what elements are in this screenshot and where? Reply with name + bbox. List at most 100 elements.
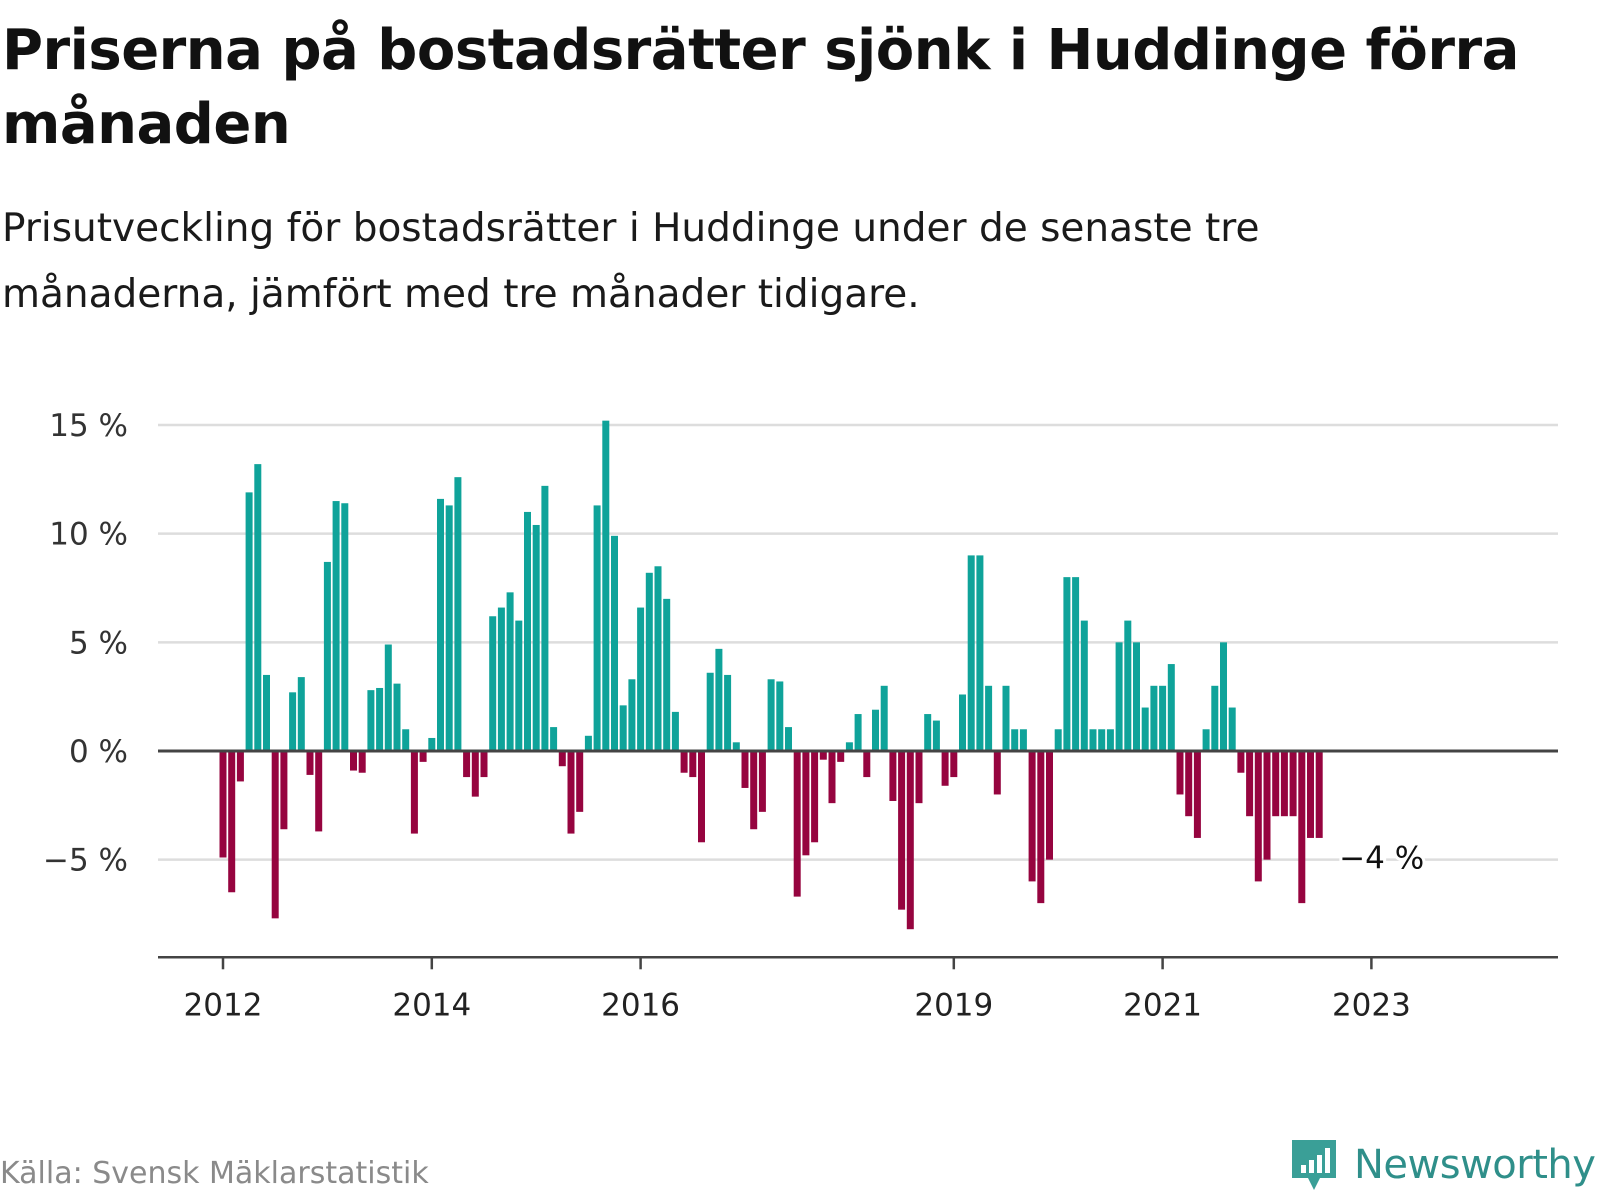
bar-chart: 15 % 10 % 5 % 0 % −5 % 2012 2014 2016 2019 2021 20… (43, 408, 1558, 1023)
bar (802, 751, 810, 856)
bar (1246, 751, 1254, 817)
bar (663, 598, 671, 751)
brand[interactable]: Newsworthy (1290, 1138, 1596, 1192)
x-tick-label: 2023 (1332, 987, 1411, 1023)
x-tick-label: 2019 (914, 987, 993, 1023)
bar (706, 672, 714, 751)
bar (715, 648, 723, 751)
newsworthy-logo-icon (1292, 1140, 1336, 1190)
bar (1124, 620, 1132, 751)
bar (1141, 707, 1149, 751)
bar (524, 511, 531, 751)
bar (323, 561, 331, 751)
bar (976, 555, 984, 751)
bar (950, 751, 958, 778)
bar (263, 674, 270, 751)
bar (637, 607, 645, 751)
bar (1089, 729, 1097, 751)
bar (306, 751, 314, 775)
bar (463, 751, 471, 778)
bar (793, 751, 801, 897)
bar (732, 742, 740, 751)
bar (1133, 642, 1140, 751)
bar (437, 498, 444, 751)
bar (1080, 620, 1088, 751)
y-tick-label: 15 % (49, 408, 128, 444)
bar (419, 751, 427, 762)
bar (767, 679, 775, 751)
bar (741, 751, 749, 788)
chart-subtitle: Prisutveckling för bostadsrätter i Huddi… (2, 206, 1260, 317)
bar (993, 751, 1001, 795)
bar (402, 729, 410, 751)
bar (1046, 751, 1053, 860)
bar (315, 751, 323, 832)
bar (489, 616, 497, 751)
brand-name: Newsworthy (1354, 1142, 1596, 1188)
bar (567, 751, 575, 834)
bar (915, 751, 923, 804)
bar (219, 751, 227, 858)
bar (480, 751, 488, 778)
bar (837, 751, 845, 762)
bar (1072, 577, 1080, 751)
last-value-label: −4 % (1339, 840, 1424, 876)
bar (898, 751, 906, 910)
bar (758, 751, 766, 812)
bar (959, 694, 966, 751)
bar (724, 674, 732, 751)
bar (384, 644, 392, 751)
bar (1307, 751, 1314, 838)
bar (367, 690, 375, 751)
bar (1280, 751, 1288, 817)
bar (576, 751, 584, 812)
x-tick-label: 2016 (601, 987, 680, 1023)
bar (1167, 664, 1175, 751)
bar (845, 742, 853, 751)
bar (280, 751, 288, 830)
bar (1159, 685, 1167, 751)
bar (358, 751, 366, 773)
bar (619, 705, 627, 751)
bar (289, 692, 297, 751)
bar (776, 681, 784, 751)
bar (654, 566, 662, 751)
bar (1063, 577, 1071, 751)
bar (471, 751, 479, 797)
bar (1220, 642, 1227, 751)
bar (1098, 729, 1106, 751)
bar (1150, 685, 1158, 751)
bar (332, 501, 340, 751)
bar (245, 492, 253, 751)
x-tick-label: 2021 (1123, 987, 1202, 1023)
bar (628, 679, 636, 751)
y-tick-label: 10 % (49, 517, 128, 553)
bar (1315, 751, 1323, 838)
bar (1176, 751, 1184, 795)
bar (1254, 751, 1262, 882)
bar (1202, 729, 1210, 751)
y-tick-label: −5 % (43, 843, 128, 879)
bar (1011, 729, 1019, 751)
x-tick-label: 2012 (184, 987, 263, 1023)
bar (550, 727, 558, 751)
bar (228, 751, 236, 893)
bar (645, 572, 653, 751)
bar (236, 751, 244, 782)
bar (1263, 751, 1271, 860)
bar (819, 751, 827, 760)
bar (1019, 729, 1027, 751)
bar (1228, 707, 1236, 751)
bar (872, 709, 879, 751)
bar (297, 677, 305, 751)
bar (880, 685, 888, 751)
bar (445, 505, 453, 751)
bar (671, 711, 679, 751)
bar (1185, 751, 1193, 817)
axes (158, 749, 1558, 970)
bar (863, 751, 871, 778)
bar (541, 485, 549, 751)
bar (611, 535, 618, 751)
gridlines (158, 423, 1558, 861)
x-tick-label: 2014 (392, 987, 471, 1023)
